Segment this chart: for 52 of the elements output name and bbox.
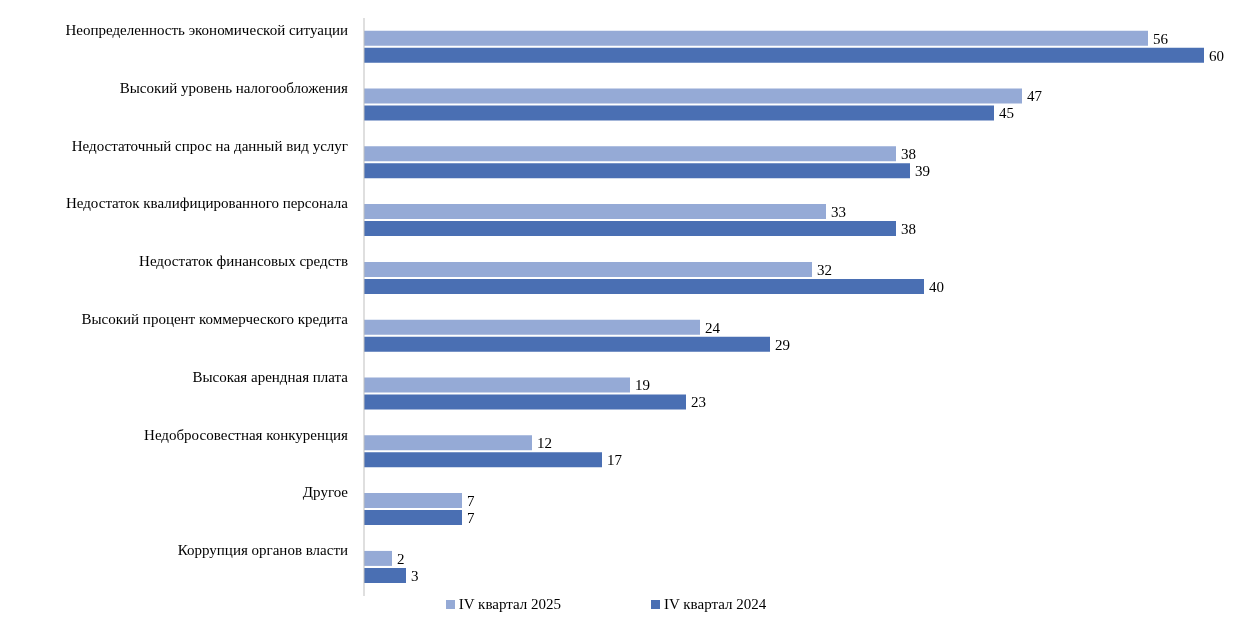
data-label: 3 <box>411 567 419 584</box>
bar <box>364 567 406 583</box>
data-label: 38 <box>901 146 916 163</box>
bar <box>364 47 1204 63</box>
y-tick-label: Другое <box>302 484 349 501</box>
data-label: 17 <box>607 452 623 469</box>
y-tick-label: Коррупция органов власти <box>177 542 348 559</box>
bar <box>364 278 924 294</box>
data-label: 45 <box>999 105 1014 122</box>
bar <box>364 221 896 237</box>
bar <box>364 336 770 352</box>
legend-label: IV квартал 2025 <box>458 596 561 613</box>
data-label: 23 <box>691 394 706 411</box>
bar <box>364 30 1148 46</box>
y-tick-label: Высокая арендная плата <box>192 368 349 385</box>
data-label: 38 <box>901 220 916 237</box>
bar <box>364 452 602 468</box>
data-label: 29 <box>775 336 790 353</box>
data-label: 12 <box>537 435 552 452</box>
data-label: 60 <box>1209 47 1224 64</box>
y-tick-label: Высокий процент коммерческого кредита <box>81 310 349 327</box>
y-tick-label: Недостаточный спрос на данный вид услуг <box>71 137 348 154</box>
data-label: 56 <box>1153 30 1169 47</box>
bar <box>364 163 910 179</box>
y-tick-label: Неопределенность экономической ситуации <box>65 21 348 38</box>
data-label: 32 <box>817 261 832 278</box>
bar <box>364 261 812 277</box>
bar <box>364 435 532 451</box>
bar <box>364 319 700 335</box>
y-tick-label: Недобросовестная конкуренция <box>144 426 349 443</box>
bar <box>364 146 896 162</box>
data-label: 19 <box>635 377 650 394</box>
y-tick-label: Недостаток финансовых средств <box>139 253 348 270</box>
bar <box>364 394 686 410</box>
bar <box>364 493 462 509</box>
legend-label: IV квартал 2024 <box>664 596 767 613</box>
y-tick-label: Высокий уровень налогообложения <box>119 79 349 96</box>
bar <box>364 88 1022 104</box>
data-label: 2 <box>397 550 405 567</box>
bar <box>364 105 994 121</box>
bar <box>364 204 826 220</box>
data-label: 33 <box>831 203 846 220</box>
data-label: 7 <box>467 492 475 509</box>
data-label: 47 <box>1027 88 1043 105</box>
bar <box>364 550 392 566</box>
data-label: 24 <box>705 319 721 336</box>
data-label: 7 <box>467 509 475 526</box>
data-label: 40 <box>929 278 944 295</box>
bar <box>364 510 462 526</box>
data-label: 39 <box>915 163 930 180</box>
y-tick-label: Недостаток квалифицированного персонала <box>65 195 349 212</box>
bar <box>364 377 630 393</box>
